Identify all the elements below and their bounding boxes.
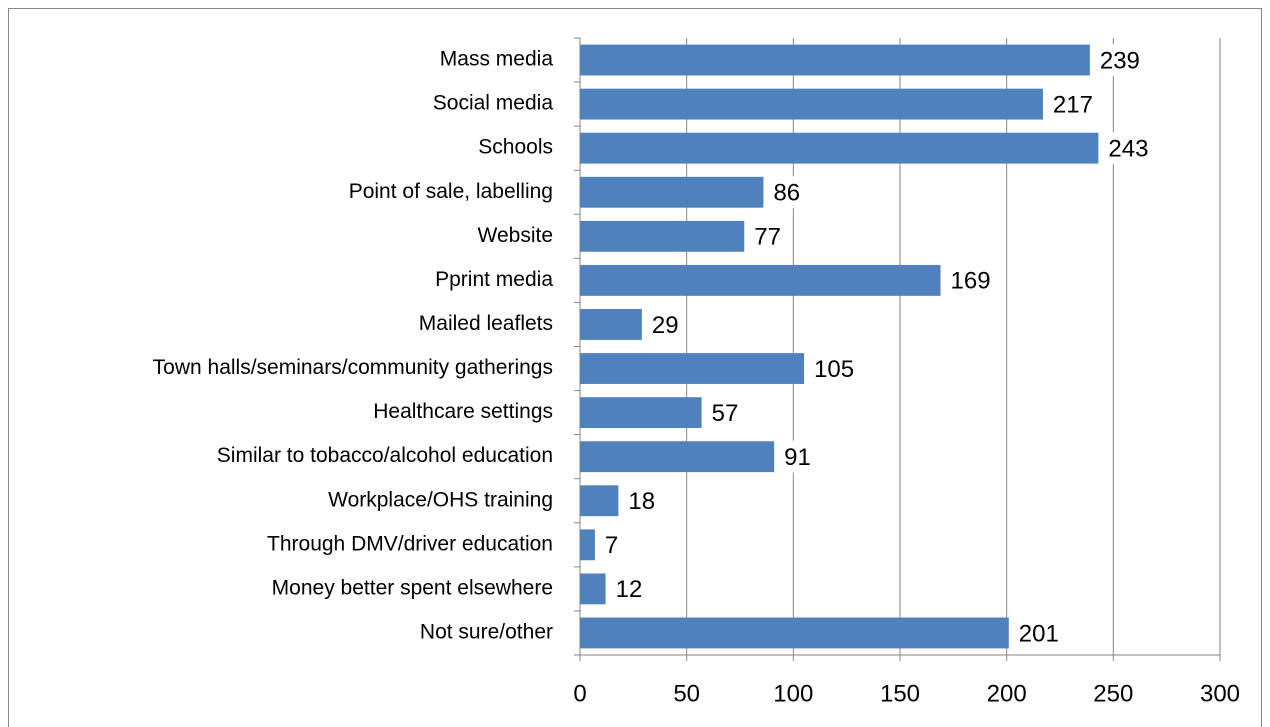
value-label: 217 (1053, 91, 1093, 118)
value-label: 105 (814, 356, 854, 383)
bar (580, 441, 775, 473)
bar (580, 529, 595, 561)
value-label: 18 (628, 488, 655, 515)
bar (580, 220, 745, 252)
x-tick-label: 100 (773, 680, 813, 707)
x-tick-label: 50 (673, 680, 700, 707)
bar (580, 88, 1043, 120)
y-tick-label: Similar to tobacco/alcohol education (217, 444, 553, 467)
value-label: 169 (951, 268, 991, 295)
value-label-bg (769, 176, 806, 209)
value-label: 91 (784, 444, 811, 471)
x-tick-label: 150 (880, 680, 920, 707)
bar (580, 176, 764, 208)
value-label-bg (780, 440, 817, 473)
bar (580, 353, 804, 384)
y-tick-label: Workplace/OHS training (328, 488, 553, 511)
value-label: 201 (1019, 620, 1059, 647)
x-tick-label: 200 (987, 680, 1027, 707)
value-label-bg (600, 528, 623, 561)
y-tick-label: Money better spent elsewhere (272, 576, 553, 599)
value-label: 86 (773, 180, 800, 207)
y-tick-label: Pprint media (435, 268, 553, 291)
bar (580, 264, 941, 296)
chart-border (8, 8, 1262, 727)
bar (580, 44, 1090, 76)
value-label-bg (1104, 132, 1155, 165)
value-label-bg (1014, 616, 1065, 649)
bar (580, 397, 702, 429)
x-tick-label: 300 (1200, 680, 1240, 707)
x-tick-label: 0 (573, 680, 586, 707)
value-label-bg (1048, 88, 1099, 121)
y-tick-label: Website (478, 224, 553, 247)
y-tick-label: Mailed leaflets (419, 312, 553, 335)
value-label-bg (707, 396, 744, 429)
y-tick-label: Mass media (440, 48, 554, 71)
y-tick-label: Healthcare settings (373, 400, 553, 423)
value-label-bg (750, 220, 787, 253)
value-label: 239 (1100, 47, 1140, 74)
y-tick-label: Schools (478, 136, 553, 159)
y-tick-label: Not sure/other (420, 621, 553, 644)
value-label: 7 (605, 532, 618, 559)
value-label: 243 (1108, 136, 1148, 163)
value-label-bg (647, 308, 684, 341)
bar (580, 485, 619, 517)
value-label-bg (624, 484, 661, 517)
bar (580, 573, 606, 605)
bar (580, 617, 1009, 649)
y-tick-label: Social media (433, 92, 554, 115)
value-label: 29 (652, 312, 679, 339)
value-label: 77 (754, 224, 781, 251)
y-tick-label: Point of sale, labelling (349, 180, 553, 203)
value-label-bg (611, 572, 648, 605)
value-label-bg (946, 264, 997, 297)
bar (580, 309, 642, 340)
x-tick-label: 250 (1093, 680, 1133, 707)
value-label-bg (1095, 44, 1146, 77)
y-tick-label: Town halls/seminars/community gatherings (153, 356, 553, 379)
y-tick-label: Through DMV/driver education (267, 532, 553, 555)
bar (580, 132, 1099, 164)
value-label: 12 (616, 576, 643, 603)
value-label-bg (810, 352, 860, 385)
value-label: 57 (712, 400, 739, 427)
